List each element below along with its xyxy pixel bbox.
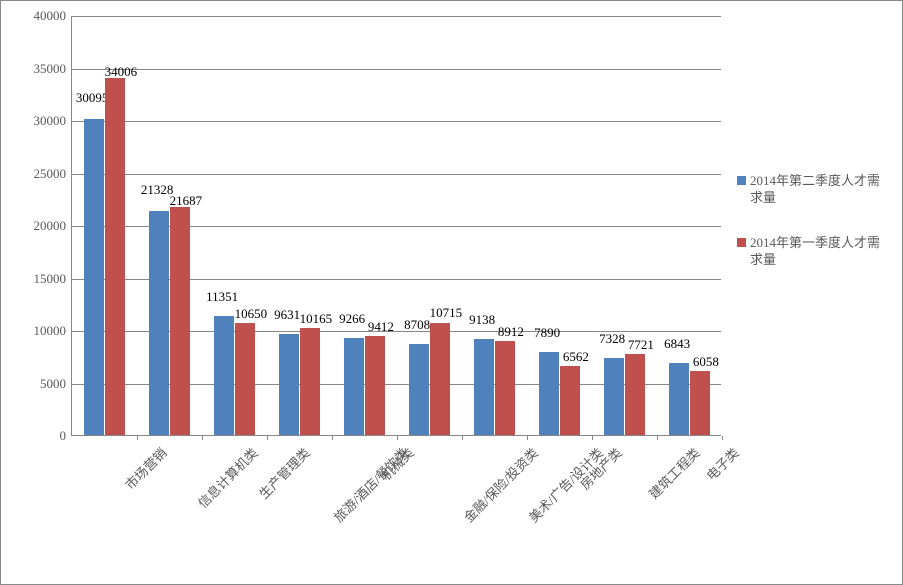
- y-tick-label: 10000: [34, 323, 67, 339]
- bar-value-label: 9631: [274, 307, 300, 323]
- gridline: [72, 121, 721, 122]
- bar: [279, 334, 300, 435]
- bar-value-label: 10650: [235, 306, 268, 322]
- bar: [474, 339, 495, 435]
- bar: [214, 316, 235, 435]
- x-tick-mark: [592, 436, 593, 440]
- bar: [539, 352, 560, 435]
- bar-value-label: 21328: [141, 182, 174, 198]
- x-tick-label: 电子类: [701, 443, 742, 484]
- x-tick-label: 市场营销: [120, 443, 170, 493]
- bar: [690, 371, 711, 435]
- bar-value-label: 11351: [206, 289, 238, 305]
- x-tick-label: 生产管理类: [254, 443, 313, 502]
- bar-value-label: 6058: [693, 354, 719, 370]
- y-tick-label: 25000: [34, 166, 67, 182]
- legend-label: 2014年第一季度人才需求量: [750, 235, 890, 269]
- x-tick-mark: [332, 436, 333, 440]
- bar-value-label: 21687: [170, 193, 203, 209]
- bar: [409, 344, 430, 435]
- x-tick-mark: [462, 436, 463, 440]
- legend: 2014年第二季度人才需求量 2014年第一季度人才需求量: [737, 173, 890, 297]
- gridline: [72, 16, 721, 17]
- bar-value-label: 10715: [430, 305, 463, 321]
- bar: [105, 78, 126, 435]
- y-tick-label: 35000: [34, 61, 67, 77]
- bar: [625, 354, 646, 435]
- bar-value-label: 30095: [76, 90, 109, 106]
- bar-value-label: 9412: [368, 319, 394, 335]
- bar-value-label: 9138: [469, 312, 495, 328]
- bar: [300, 328, 321, 435]
- y-tick-label: 40000: [34, 8, 67, 24]
- bar: [430, 323, 451, 436]
- y-tick-label: 15000: [34, 271, 67, 287]
- legend-swatch: [737, 238, 746, 247]
- bar: [170, 207, 191, 435]
- x-tick-mark: [267, 436, 268, 440]
- bar-value-label: 9266: [339, 311, 365, 327]
- bar-value-label: 7890: [534, 325, 560, 341]
- bar-value-label: 8912: [498, 324, 524, 340]
- bar: [149, 211, 170, 435]
- x-tick-label: 信息计算机类: [192, 443, 261, 512]
- y-tick-label: 0: [60, 428, 67, 444]
- y-tick-label: 30000: [34, 113, 67, 129]
- bar-value-label: 7328: [599, 331, 625, 347]
- bar-value-label: 7721: [628, 337, 654, 353]
- legend-item: 2014年第二季度人才需求量: [737, 173, 890, 207]
- bar: [495, 341, 516, 435]
- bar: [560, 366, 581, 435]
- bar: [604, 358, 625, 435]
- gridline: [72, 174, 721, 175]
- bar-value-label: 10165: [300, 311, 333, 327]
- bar: [669, 363, 690, 435]
- bar: [344, 338, 365, 435]
- bar-value-label: 6562: [563, 349, 589, 365]
- bar-value-label: 6843: [664, 336, 690, 352]
- x-tick-mark: [397, 436, 398, 440]
- legend-swatch: [737, 176, 746, 185]
- bar: [84, 119, 105, 435]
- y-tick-label: 20000: [34, 218, 67, 234]
- y-tick-label: 5000: [40, 376, 66, 392]
- legend-item: 2014年第一季度人才需求量: [737, 235, 890, 269]
- bar: [365, 336, 386, 435]
- x-tick-mark: [137, 436, 138, 440]
- chart-container: 0 5000 10000 15000 20000 25000 30000 35000 40000…: [0, 0, 903, 585]
- gridline: [72, 69, 721, 70]
- plot-area: 0500010000150002000025000300003500040000…: [71, 16, 721, 436]
- x-tick-mark: [202, 436, 203, 440]
- bar-value-label: 34006: [105, 64, 138, 80]
- x-tick-mark: [657, 436, 658, 440]
- legend-label: 2014年第二季度人才需求量: [750, 173, 890, 207]
- bar-value-label: 8708: [404, 317, 430, 333]
- x-tick-mark: [722, 436, 723, 440]
- x-tick-label: 建筑工程类: [644, 443, 703, 502]
- x-tick-mark: [527, 436, 528, 440]
- bar: [235, 323, 256, 435]
